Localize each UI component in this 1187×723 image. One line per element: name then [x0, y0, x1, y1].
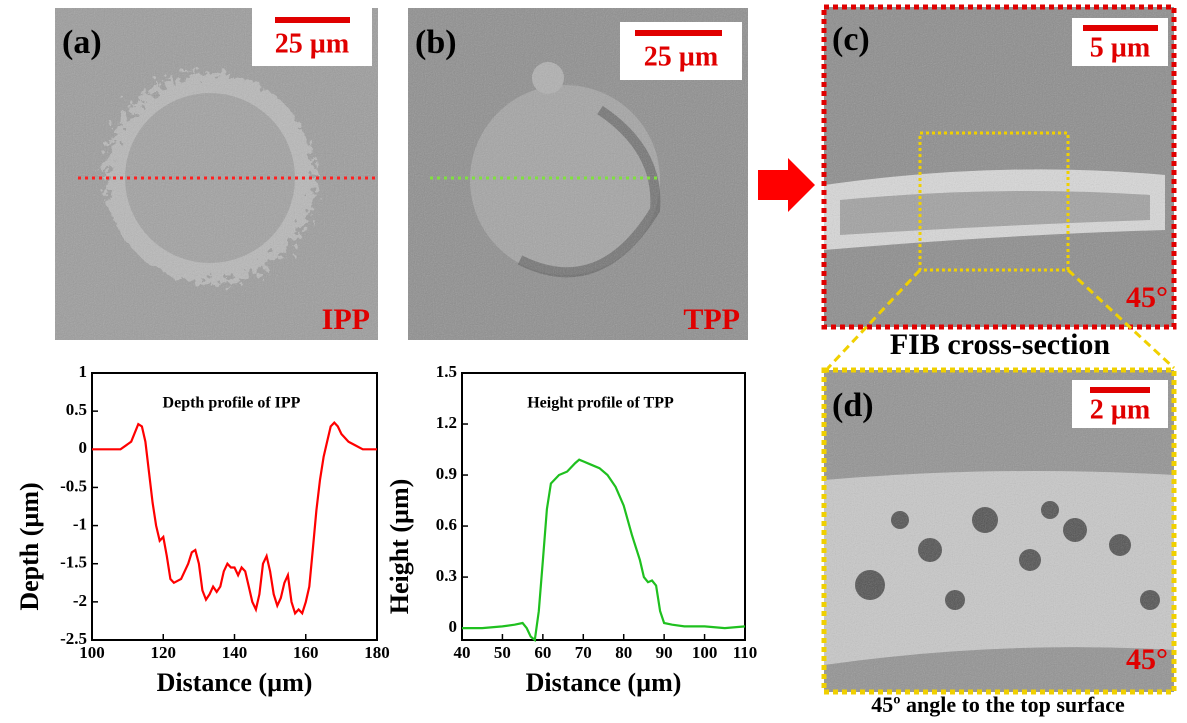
panel-b: (b) 25 µm TPP [408, 8, 748, 340]
x-tick-label: 70 [575, 643, 592, 662]
y-tick-label: 0 [79, 438, 88, 457]
figure: (a) 25 µm IPP (b) 25 µm TPP (c) 5 µm 45°… [0, 0, 1187, 723]
caption: 45º angle to the top surface [871, 692, 1125, 717]
arrow [758, 158, 815, 212]
y-tick-label: 1.5 [436, 362, 457, 381]
y-tick-label: 0 [449, 617, 458, 636]
y-tick-label: 1 [79, 362, 88, 381]
y-tick-label: 1.2 [436, 413, 457, 432]
x-axis-label: Distance (µm) [157, 668, 313, 697]
panel-label: (d) [832, 387, 874, 424]
x-tick-label: 60 [534, 643, 551, 662]
y-tick-label: -2.5 [60, 629, 87, 648]
panel-a: (a) 25 µm IPP [55, 8, 378, 340]
x-tick-label: 100 [692, 643, 718, 662]
panel-tag: IPP [322, 303, 370, 336]
x-tick-label: 90 [656, 643, 673, 662]
chart-title: Depth profile of IPP [163, 395, 301, 412]
panel-d: (d) 2 µm 45° [824, 370, 1174, 692]
y-axis-label: Height (µm) [385, 479, 414, 615]
chart-title: Height profile of TPP [527, 395, 674, 412]
x-tick-label: 110 [733, 643, 758, 662]
caption: FIB cross-section [890, 328, 1111, 361]
x-tick-label: 180 [364, 643, 390, 662]
panel-label: (b) [415, 24, 457, 61]
plot-frame [92, 373, 377, 640]
y-tick-label: -1 [73, 514, 87, 533]
y-tick-label: 0.9 [436, 464, 457, 483]
y-tick-label: -0.5 [60, 476, 87, 495]
panel-tag: 45° [1126, 643, 1168, 676]
x-tick-label: 80 [615, 643, 632, 662]
x-tick-label: 160 [293, 643, 319, 662]
line-series [462, 460, 745, 640]
scale-label: 2 µm [1090, 394, 1150, 425]
panel-tag: 45° [1126, 281, 1168, 314]
x-axis-label: Distance (µm) [526, 668, 682, 697]
scale-label: 25 µm [644, 41, 718, 72]
x-tick-label: 120 [151, 643, 177, 662]
plot-frame [462, 373, 745, 640]
y-tick-label: -1.5 [60, 553, 87, 572]
x-tick-label: 40 [454, 643, 471, 662]
line-series [92, 423, 377, 614]
panel-label: (a) [62, 24, 102, 61]
y-tick-label: -2 [73, 591, 87, 610]
panel-tag: TPP [683, 303, 740, 336]
y-tick-label: 0.6 [436, 515, 457, 534]
x-tick-label: 50 [494, 643, 511, 662]
scale-label: 5 µm [1090, 32, 1150, 63]
y-tick-label: 0.3 [436, 566, 457, 585]
scale-label: 25 µm [275, 28, 349, 59]
y-axis-label: Depth (µm) [15, 482, 44, 610]
panel-c: (c) 5 µm 45° [824, 7, 1174, 327]
panel-label: (c) [832, 21, 870, 58]
x-tick-label: 140 [222, 643, 248, 662]
y-tick-label: 0.5 [66, 400, 87, 419]
